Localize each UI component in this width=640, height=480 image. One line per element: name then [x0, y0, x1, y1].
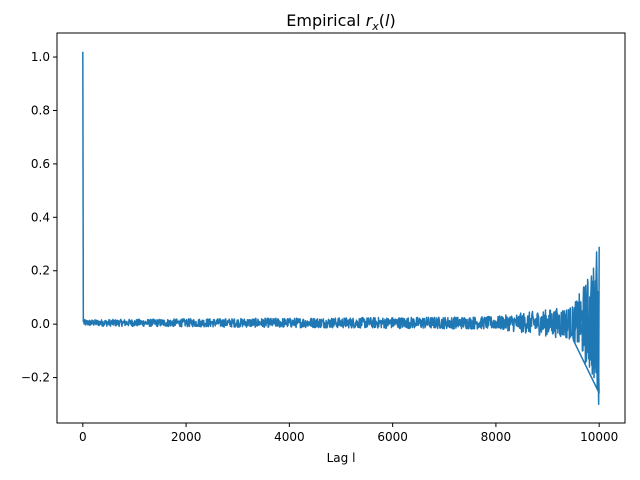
y-tick-label: 0.0 — [31, 317, 50, 331]
x-axis-ticks: 0 2000 4000 6000 8000 10000 — [79, 423, 618, 444]
x-tick-label: 0 — [79, 430, 87, 444]
title-main: Empirical — [286, 11, 365, 30]
x-tick-label: 8000 — [481, 430, 512, 444]
title-var: r — [366, 11, 374, 30]
y-tick-label: 0.6 — [31, 157, 50, 171]
x-tick-label: 10000 — [580, 430, 618, 444]
axes-frame — [56, 32, 626, 424]
title-close: ) — [390, 11, 396, 30]
y-tick-label: −0.2 — [21, 371, 50, 385]
y-tick-label: 0.4 — [31, 210, 50, 224]
y-tick-label: 0.8 — [31, 103, 50, 117]
series-line — [82, 51, 600, 406]
title-sub: x — [371, 20, 379, 33]
x-tick-label: 2000 — [171, 430, 202, 444]
x-tick-label: 4000 — [274, 430, 305, 444]
y-tick-label: 1.0 — [31, 50, 50, 64]
x-tick-label: 6000 — [377, 430, 408, 444]
title-lag: l — [385, 11, 390, 30]
y-tick-label: 0.2 — [31, 264, 50, 278]
chart-title: Empirical rx(l) — [286, 11, 396, 33]
y-axis-ticks: −0.2 0.0 0.2 0.4 0.6 0.8 1.0 — [21, 50, 57, 385]
plot-area — [82, 51, 600, 406]
x-axis-label: Lag l — [327, 451, 356, 465]
title-paren: ( — [379, 11, 385, 30]
